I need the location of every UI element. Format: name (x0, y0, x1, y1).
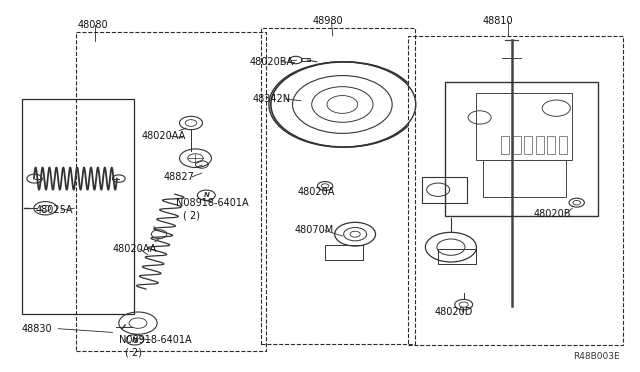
Text: 48070M: 48070M (294, 225, 333, 235)
Text: N: N (204, 192, 209, 198)
Text: 48025A: 48025A (36, 205, 74, 215)
Text: 48020A: 48020A (298, 187, 335, 196)
Text: R48B003E: R48B003E (573, 352, 620, 361)
Text: 48980: 48980 (312, 16, 343, 26)
Text: 48342N: 48342N (253, 94, 291, 104)
Text: 48020B: 48020B (534, 209, 572, 219)
Text: N08918-6401A: N08918-6401A (119, 335, 191, 345)
Text: 48827: 48827 (164, 172, 195, 182)
Text: 48020BA: 48020BA (250, 57, 294, 67)
Text: ( 2): ( 2) (125, 348, 142, 358)
Text: ( 2): ( 2) (182, 211, 200, 221)
Text: 48080: 48080 (77, 20, 108, 30)
Text: 48810: 48810 (483, 16, 513, 26)
Text: N08918-6401A: N08918-6401A (176, 198, 249, 208)
Text: 48020AA: 48020AA (113, 244, 157, 254)
Text: 48020AA: 48020AA (141, 131, 186, 141)
Text: N: N (132, 337, 138, 343)
Text: 48830: 48830 (22, 324, 52, 334)
Text: 48020D: 48020D (435, 307, 474, 317)
